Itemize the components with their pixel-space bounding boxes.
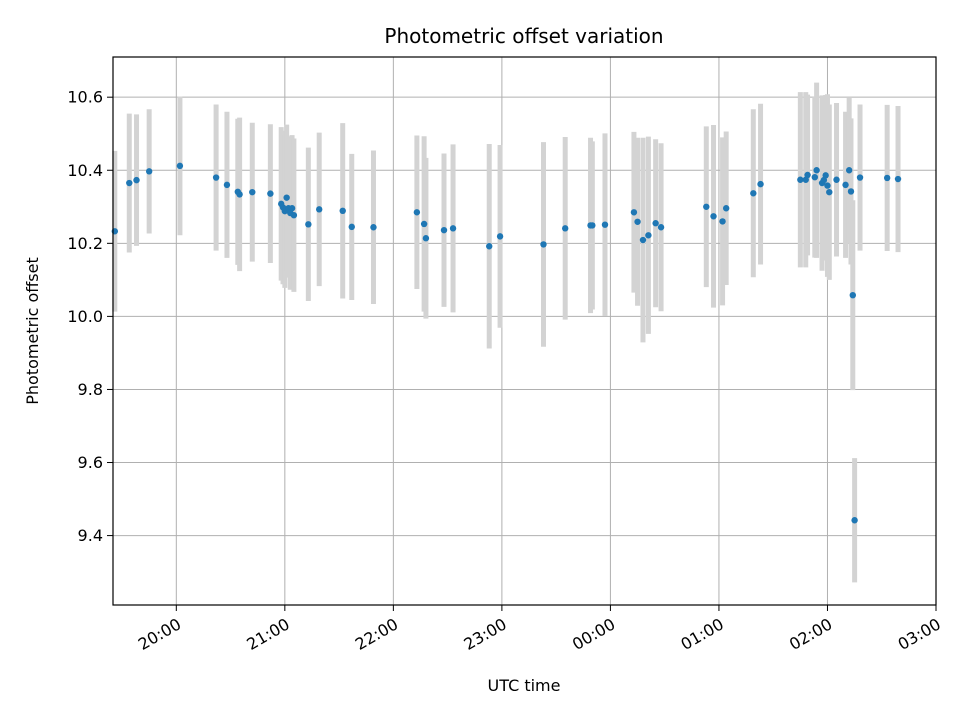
data-point [652,220,659,227]
data-point [413,209,421,216]
y-tick-label: 10.4 [67,161,103,180]
data-point [176,162,184,170]
data-point [290,211,298,219]
data-point [845,167,853,174]
y-tick-label: 9.6 [78,453,103,472]
data-point [639,236,647,244]
data-point [249,188,256,196]
data-point [236,191,243,198]
data-point [486,243,493,250]
y-tick-label: 10.2 [67,234,103,253]
y-tick-label: 9.4 [78,526,103,545]
data-point [440,226,448,234]
data-point [449,225,457,232]
data-points [111,162,902,524]
data-point [824,182,831,189]
y-axis-title: Photometric offset [23,257,42,405]
data-point [223,181,231,189]
data-point [710,213,717,220]
data-point [645,232,652,239]
data-point [126,179,133,187]
data-point [822,172,829,179]
data-point [851,517,858,524]
data-point [883,174,891,182]
data-point [813,167,820,174]
data-point [797,176,804,183]
x-axis-title: UTC time [488,676,561,695]
data-point [657,224,665,231]
data-point [267,190,274,197]
data-point [849,291,856,299]
data-point [589,222,596,229]
data-point [804,171,811,179]
data-point [630,209,638,216]
data-point [348,223,355,231]
data-point [316,206,323,213]
data-point [601,221,609,228]
data-point [305,221,312,228]
plot-frame [112,56,937,606]
data-point [422,235,430,242]
data-point [540,241,547,248]
y-tick-label: 10.0 [67,307,103,326]
data-point [561,225,569,232]
chart-title: Photometric offset variation [384,24,663,48]
data-point [719,218,726,225]
data-point [212,174,220,181]
data-point [703,203,710,210]
data-point [288,205,296,212]
data-point [145,168,153,175]
data-point [826,188,833,196]
data-point [283,194,290,201]
data-point [133,176,140,184]
data-point [894,175,902,183]
data-point [833,176,840,183]
data-point [811,173,819,181]
data-point [420,220,428,228]
data-point [757,180,764,188]
y-tick-label: 9.8 [78,380,103,399]
data-point [634,218,641,225]
data-point [847,188,855,195]
data-point [750,190,757,197]
data-point [370,224,377,231]
data-point [496,233,504,240]
data-point [339,207,346,215]
data-point [842,181,849,189]
data-point [856,174,864,181]
data-point [722,205,730,212]
y-tick-label: 10.6 [67,88,103,107]
y-axis: 9.4 9.6 9.8 10.0 10.2 10.4 10.6 [67,88,113,545]
